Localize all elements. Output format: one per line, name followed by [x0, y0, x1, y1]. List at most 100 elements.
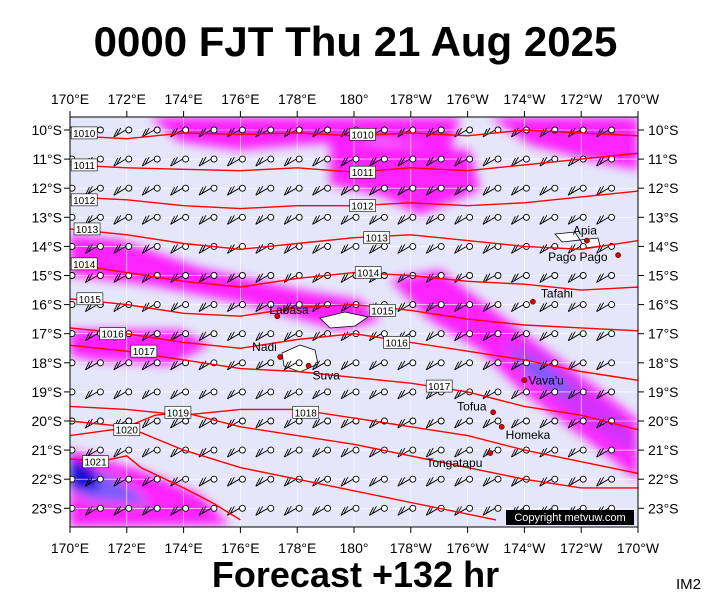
wind-barb: [255, 359, 275, 371]
wind-barb: [255, 388, 275, 400]
place-label: Nadi: [252, 340, 277, 354]
wind-barb: [454, 242, 474, 254]
lat-label: 19°S: [31, 384, 62, 400]
isobar-label: 1015: [76, 292, 104, 306]
isobar-label: 1011: [349, 165, 376, 179]
wind-barb: [567, 272, 587, 283]
wind-barb: [170, 330, 190, 342]
wind-barb: [340, 359, 360, 371]
wind-barb: [425, 417, 445, 429]
place-marker: [530, 298, 536, 305]
wind-barb: [397, 184, 417, 196]
wind-barb: [567, 446, 587, 458]
wind-barb: [70, 330, 76, 338]
isobar-label: 1016: [99, 327, 126, 341]
wind-barb: [567, 388, 587, 400]
wind-barb: [596, 272, 616, 283]
isobar-1016: [70, 327, 638, 381]
wind-barb: [255, 301, 275, 312]
isobar-value: 1011: [352, 168, 374, 179]
wind-barb: [170, 213, 190, 225]
wind-barb: [312, 504, 332, 516]
wind-barb: [482, 359, 502, 371]
isobar-label: 1020: [113, 423, 141, 437]
isobar-label: 1014: [70, 257, 98, 271]
wind-barb: [226, 126, 246, 138]
lon-labels-bottom: 170°E 172°E 174°E 176°E 178°E 180° 178°W 176°W 1…: [51, 540, 660, 556]
wind-barb: [141, 475, 161, 487]
wind-barb: [539, 330, 559, 342]
wind-barb: [368, 242, 388, 254]
wind-barb: [510, 155, 530, 167]
lon-label: 178°E: [278, 540, 316, 556]
wind-barb: [425, 242, 445, 254]
wind-barb: [510, 213, 530, 225]
wind-barb: [368, 475, 388, 487]
wind-barb: [170, 359, 190, 371]
wind-barb: [596, 446, 616, 458]
lon-label: 174°E: [164, 91, 202, 107]
wind-barb: [170, 475, 190, 487]
wind-barb: [482, 330, 502, 342]
wind-barb: [539, 388, 559, 400]
wind-barb: [596, 388, 616, 400]
wind-barb: [397, 359, 417, 371]
wind-barb: [397, 475, 417, 487]
wind-barb: [312, 359, 332, 371]
wind-barb: [340, 242, 360, 254]
wind-barb: [141, 388, 161, 400]
wind-barb: [226, 446, 246, 458]
isobar-value: 1019: [167, 408, 190, 419]
wind-barb: [70, 504, 76, 512]
isobar-value: 1010: [73, 129, 96, 140]
wind-barb: [283, 184, 303, 196]
isobar-value: 1018: [295, 408, 318, 419]
wind-barb: [482, 417, 502, 429]
wind-barb: [283, 213, 303, 225]
wind-barb: [141, 504, 161, 516]
wind-barb: [70, 242, 76, 250]
wind-barb: [198, 184, 218, 196]
wind-barb: [113, 301, 133, 312]
lon-label: 180°: [340, 91, 369, 107]
isobar-value: 1012: [351, 202, 374, 213]
place-label: Pago Pago: [548, 250, 608, 264]
wind-barb: [368, 388, 388, 400]
wind-barb: [226, 301, 246, 312]
wind-barb: [510, 301, 530, 312]
wind-barb: [312, 155, 332, 167]
wind-barb: [510, 330, 530, 342]
places-layer: Labasa Nadi Suva Apia Pago Pago Tafahi Vava'u T…: [252, 224, 621, 470]
isobar-1013: [70, 228, 638, 251]
wind-barb: [596, 475, 616, 487]
wind-barb: [255, 446, 275, 458]
wind-barb: [425, 330, 445, 342]
place-marker: [584, 237, 590, 244]
lat-label: 21°S: [31, 442, 62, 458]
wind-barb: [113, 504, 133, 516]
lat-labels-left: 10°S 11°S 12°S 13°S 14°S 15°S 16°S 17°S 18°S 19°S…: [31, 122, 62, 516]
wind-barb: [141, 301, 161, 312]
copyright-box: Copyright metvuw.com: [506, 510, 634, 525]
wind-barb: [198, 446, 218, 458]
rain-area-4: [390, 270, 638, 480]
wind-barb: [510, 417, 530, 429]
wind-barb: [255, 184, 275, 196]
wind-barb: [170, 155, 190, 167]
wind-barb: [397, 242, 417, 254]
wind-barb: [198, 301, 218, 312]
wind-barb: [283, 388, 303, 400]
wind-barb: [340, 184, 360, 196]
lon-label: 180°: [340, 540, 369, 556]
wind-barb: [70, 475, 76, 483]
isobar-label: 1012: [70, 193, 98, 207]
wind-barb: [567, 213, 587, 225]
wind-barb: [255, 272, 275, 283]
wind-barb: [454, 213, 474, 225]
isobar-value: 1016: [385, 338, 408, 349]
place-label: Suva: [313, 369, 341, 383]
wind-barb: [312, 446, 332, 458]
wind-barb: [113, 213, 133, 225]
wind-barb: [226, 504, 246, 516]
wind-barb: [70, 272, 76, 279]
